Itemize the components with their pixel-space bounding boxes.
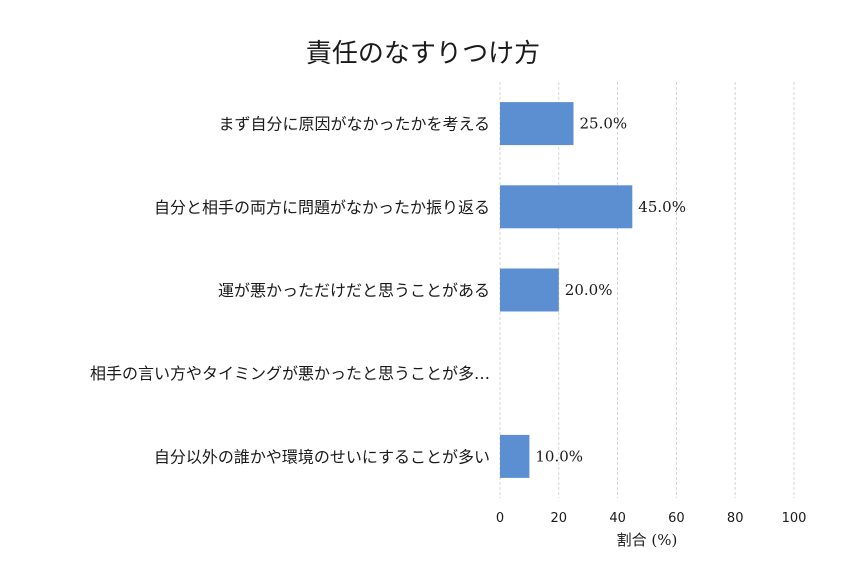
category-label: まず自分に原因がなかったかを考える [218, 115, 490, 134]
bar [500, 102, 574, 146]
value-label: 20.0% [565, 281, 613, 299]
value-label: 25.0% [580, 115, 628, 133]
x-tick-label: 20 [551, 511, 568, 526]
value-label: 10.0% [535, 447, 583, 465]
category-label: 自分と相手の両方に問題がなかったか振り返る [154, 198, 490, 217]
x-axis-title: 割合 (%) [617, 531, 678, 549]
x-tick-label: 100 [782, 511, 807, 526]
x-tick-label: 60 [668, 511, 685, 526]
category-label: 運が悪かっただけだと思うことがある [218, 281, 490, 300]
bar [500, 185, 633, 229]
x-tick-label: 80 [727, 511, 744, 526]
x-tick-label: 40 [609, 511, 626, 526]
x-tick-label: 0 [496, 511, 504, 526]
bar [500, 268, 559, 312]
category-label: 自分以外の誰かや環境のせいにすることが多い [154, 447, 490, 466]
category-label: 相手の言い方やタイミングが悪かったと思うことが多… [90, 364, 490, 383]
bar [500, 434, 530, 478]
value-label: 45.0% [638, 198, 686, 216]
chart-title: 責任のなすりつけ方 [305, 39, 541, 69]
